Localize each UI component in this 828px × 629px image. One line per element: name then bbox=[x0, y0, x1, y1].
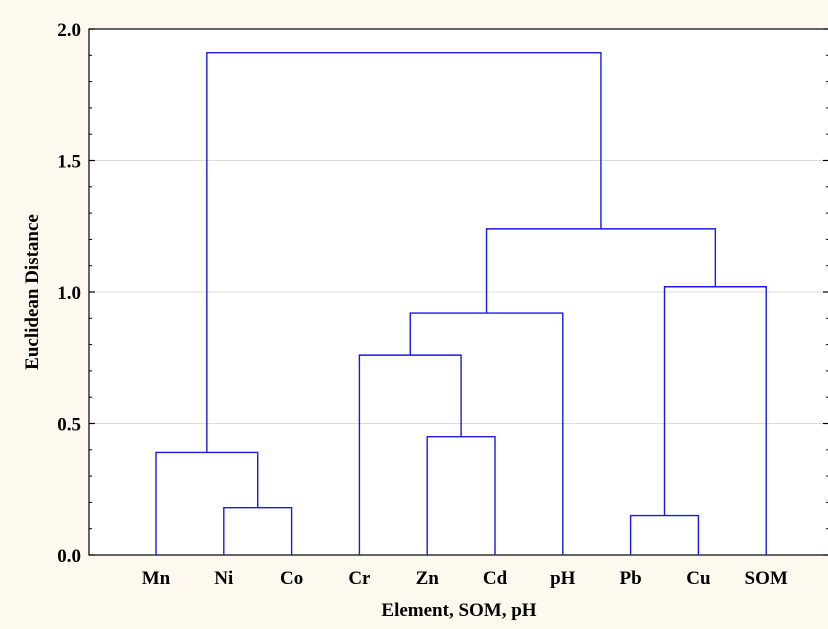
merge-link-Mn+Ni+Co-Cr+Zn+Cd+pH+Pb+Cu+SOM bbox=[206, 51, 602, 453]
x-axis-title: Element, SOM, pH bbox=[381, 600, 536, 621]
y-tick-labels: 0.0 0.5 1.0 1.5 2.0 bbox=[57, 20, 81, 567]
leaf-label-som: SOM bbox=[745, 568, 788, 589]
leaf-label-pb: Pb bbox=[620, 568, 642, 589]
leaf-label-co: Co bbox=[280, 568, 303, 589]
y-tick-label: 0.0 bbox=[57, 546, 81, 567]
leaf-label-ni: Ni bbox=[214, 568, 233, 589]
y-axis-title: Euclidean Distance bbox=[22, 214, 43, 370]
leaf-label-zn: Zn bbox=[416, 568, 440, 589]
leaf-label-cu: Cu bbox=[686, 568, 711, 589]
y-tick-label: 2.0 bbox=[57, 20, 81, 41]
dendrogram-links bbox=[155, 51, 767, 555]
gridline-group bbox=[89, 160, 828, 424]
leaf-label-cr: Cr bbox=[348, 568, 371, 589]
leaf-label-mn: Mn bbox=[142, 568, 171, 589]
leaf-label-ph: pH bbox=[550, 568, 576, 589]
y-tick-label: 0.5 bbox=[57, 415, 81, 436]
leaf-labels: Mn Ni Co Cr Zn Cd pH Pb Cu SOM bbox=[142, 568, 788, 589]
leaf-label-cd: Cd bbox=[483, 568, 508, 589]
y-tick-label: 1.5 bbox=[57, 152, 81, 173]
y-tick-label: 1.0 bbox=[57, 283, 81, 304]
